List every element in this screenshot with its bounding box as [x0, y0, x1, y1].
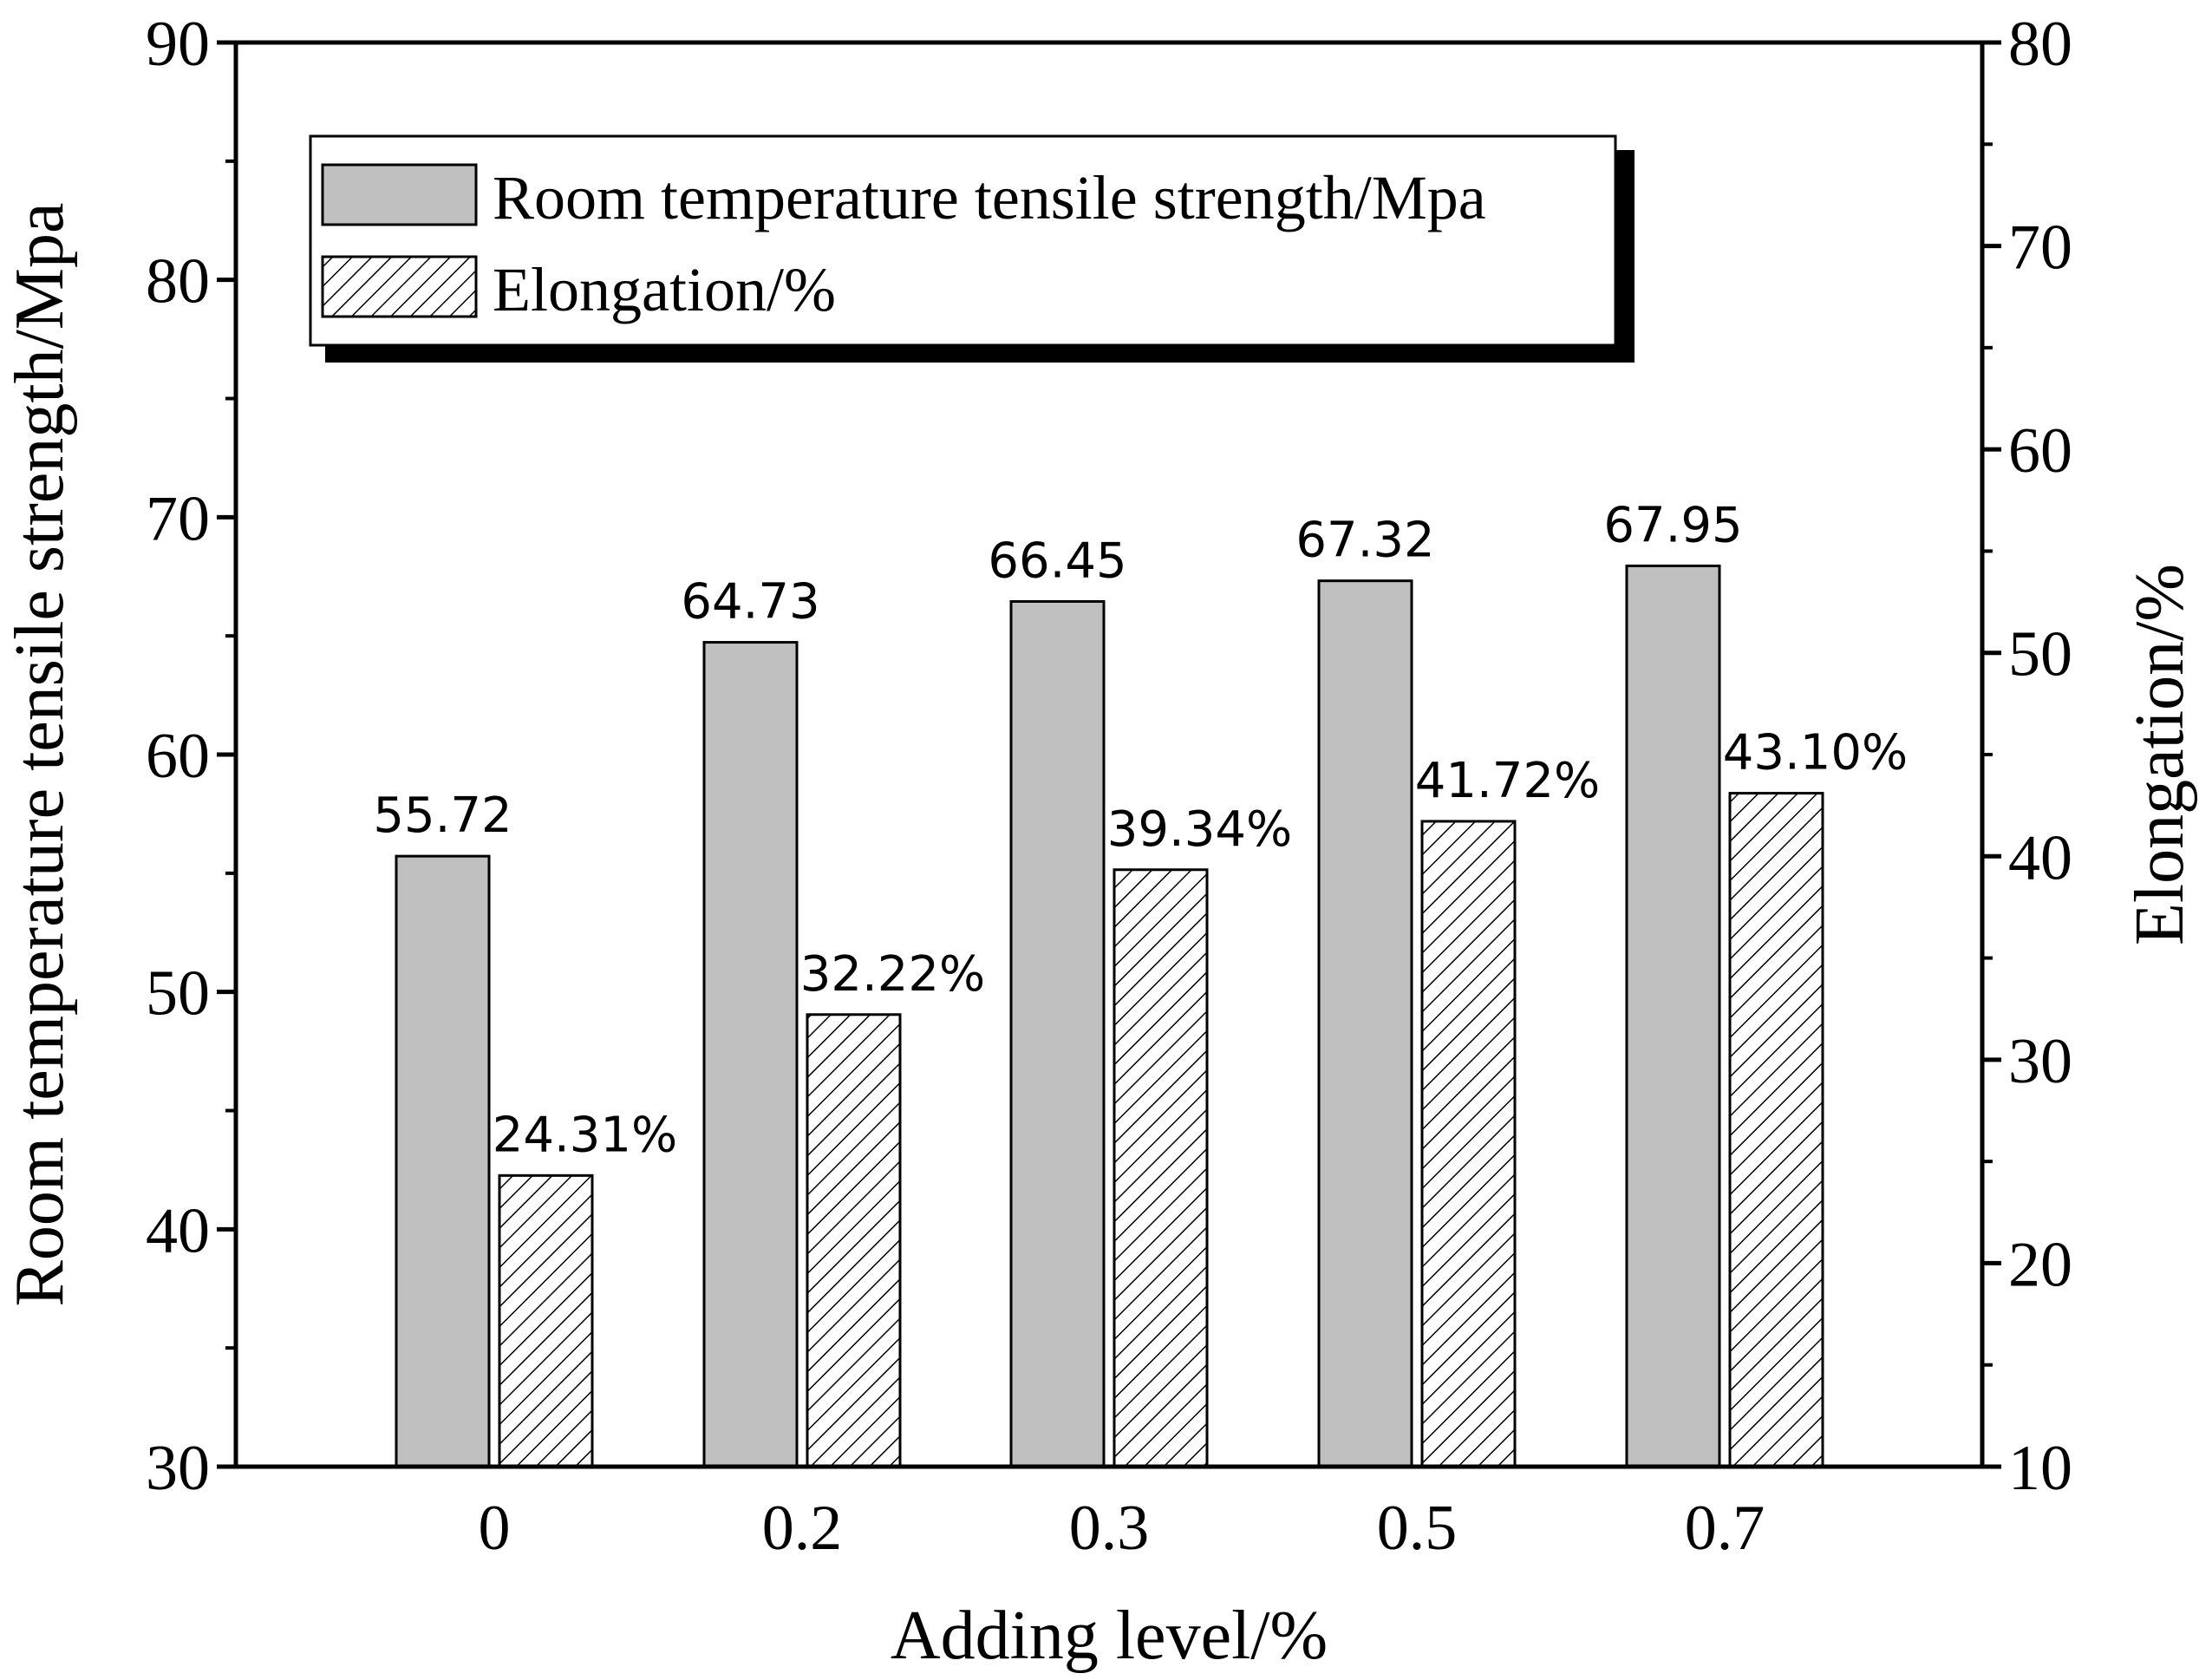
y-tick-label-5: 80 — [146, 246, 210, 317]
bars-layer — [395, 564, 1824, 1468]
axis-ticks: 0 0.2 0.3 0.5 0.7 30 40 50 60 70 80 90 10 20 30 40 50 60 7… — [146, 9, 2072, 1564]
legend-label-elongation: Elongation/% — [493, 255, 836, 324]
data-label-strength-2: 66.45 — [988, 533, 1126, 589]
bar-elongation-0 — [498, 1173, 594, 1468]
bar-elongation-1 — [806, 1013, 902, 1468]
bar-strength-2 — [1009, 599, 1106, 1468]
y2-tick-label-7: 80 — [2008, 9, 2072, 80]
y-tick-label-0: 30 — [146, 1433, 210, 1504]
data-label-elongation-0: 24.31% — [493, 1107, 678, 1163]
bar-elongation-4 — [1728, 792, 1824, 1468]
y2-tick-label-3: 40 — [2008, 822, 2072, 893]
y2-tick-label-4: 50 — [2008, 619, 2072, 690]
y-tick-label-1: 40 — [146, 1195, 210, 1266]
legend-swatch-strength — [321, 163, 478, 226]
legend: Room temperature tensile strength/Mpa El… — [309, 134, 1635, 363]
legend-swatch-elongation — [321, 255, 478, 318]
y-tick-label-3: 60 — [146, 721, 210, 792]
bar-strength-4 — [1625, 564, 1721, 1468]
y2-tick-label-0: 10 — [2008, 1433, 2072, 1504]
y-axis-title: Room temperature tensile strength/Mpa — [2, 202, 78, 1306]
x-tick-label-4: 0.7 — [1685, 1493, 1765, 1564]
legend-label-strength: Room temperature tensile strength/Mpa — [493, 163, 1486, 232]
x-tick-label-2: 0.3 — [1069, 1493, 1150, 1564]
x-tick-label-0: 0 — [479, 1493, 511, 1564]
bar-elongation-3 — [1420, 820, 1517, 1468]
y2-tick-label-6: 70 — [2008, 212, 2072, 284]
data-label-elongation-2: 39.34% — [1107, 801, 1293, 858]
data-label-strength-3: 67.32 — [1295, 513, 1434, 569]
y2-tick-label-5: 60 — [2008, 415, 2072, 487]
y2-axis-title: Elongation/% — [2122, 564, 2198, 945]
data-label-strength-0: 55.72 — [373, 788, 512, 844]
bar-strength-1 — [702, 641, 799, 1468]
data-label-strength-1: 64.73 — [681, 574, 819, 631]
data-label-elongation-1: 32.22% — [800, 946, 986, 1003]
bar-labels-layer: 55.72 24.31% 64.73 32.22% 66.45 39.34% 67.32 41… — [373, 497, 1908, 1163]
bar-elongation-2 — [1113, 868, 1209, 1468]
y2-tick-label-2: 30 — [2008, 1026, 2072, 1097]
bar-strength-0 — [395, 854, 491, 1468]
y-tick-label-4: 70 — [146, 483, 210, 554]
data-label-strength-4: 67.95 — [1603, 497, 1742, 553]
y2-tick-label-1: 20 — [2008, 1229, 2072, 1300]
x-axis-title: Adding level/% — [891, 1598, 1328, 1674]
data-label-elongation-3: 41.72% — [1415, 753, 1601, 809]
x-tick-label-1: 0.2 — [762, 1493, 843, 1564]
x-tick-label-3: 0.5 — [1377, 1493, 1458, 1564]
legend-box — [309, 134, 1617, 347]
bar-strength-3 — [1317, 579, 1413, 1468]
y-tick-label-2: 50 — [146, 958, 210, 1030]
data-label-elongation-4: 43.10% — [1723, 725, 1909, 781]
y-tick-label-6: 90 — [146, 9, 210, 80]
